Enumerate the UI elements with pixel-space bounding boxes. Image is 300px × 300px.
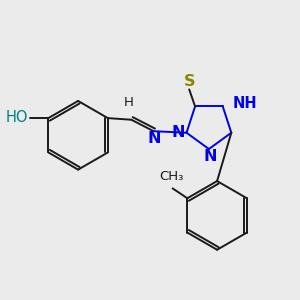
Text: N: N <box>148 131 161 146</box>
Text: CH₃: CH₃ <box>159 169 183 182</box>
Text: N: N <box>203 149 217 164</box>
Text: NH: NH <box>232 96 257 111</box>
Text: H: H <box>124 96 134 109</box>
Text: S: S <box>183 74 195 89</box>
Text: HO: HO <box>6 110 28 125</box>
Text: N: N <box>172 124 185 140</box>
